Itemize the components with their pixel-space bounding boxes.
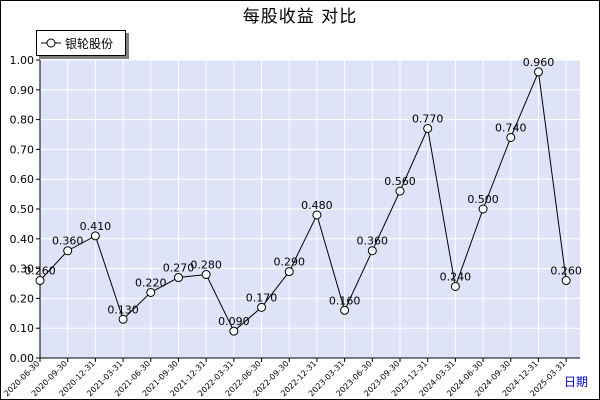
y-tick-label: 0.50	[10, 203, 35, 216]
data-label: 0.740	[495, 121, 527, 134]
data-label: 0.960	[523, 56, 555, 69]
data-label: 0.270	[163, 262, 195, 275]
data-point	[478, 204, 488, 214]
y-tick-label: 0.20	[10, 292, 35, 305]
y-tick-label: 0.40	[10, 233, 35, 246]
data-label: 0.170	[246, 291, 278, 304]
data-point	[146, 287, 156, 297]
x-tick-labels: 2020-06-302020-09-302020-12-312021-03-31…	[2, 358, 568, 398]
data-label: 0.280	[190, 259, 222, 272]
data-point	[312, 210, 322, 220]
data-label: 0.410	[80, 220, 112, 233]
data-label: 0.770	[412, 113, 444, 126]
legend-marker-icon	[41, 38, 61, 48]
data-label: 0.130	[107, 303, 139, 316]
data-label: 0.220	[135, 276, 167, 289]
data-point	[63, 246, 73, 256]
data-label: 0.160	[329, 294, 361, 307]
data-label: 0.480	[301, 199, 333, 212]
data-label: 0.260	[550, 265, 582, 278]
y-tick-label: 0.30	[10, 263, 35, 276]
y-tick-labels: 0.00 0.10 0.20 0.30 0.40 0.50 0.60 0.70 0.80 0.90…	[10, 54, 40, 365]
data-point	[201, 270, 211, 280]
data-point	[90, 231, 100, 241]
data-label: 0.090	[218, 315, 250, 328]
data-point	[118, 314, 128, 324]
chart-title: 每股收益 对比	[242, 7, 358, 27]
data-label: 0.240	[440, 270, 472, 283]
data-label: 0.360	[52, 235, 84, 248]
y-tick-label: 0.00	[10, 352, 35, 365]
y-tick-label: 0.80	[10, 114, 35, 127]
data-point	[284, 267, 294, 277]
data-point	[257, 302, 267, 312]
y-tick-label: 0.10	[10, 322, 35, 335]
data-point	[533, 67, 543, 77]
series-line	[39, 70, 567, 332]
data-point	[506, 132, 516, 142]
x-axis-name: 日期	[563, 375, 588, 389]
data-point	[340, 305, 350, 315]
data-point	[561, 276, 571, 286]
data-label: 0.360	[357, 235, 389, 248]
grid-lines	[39, 59, 580, 359]
legend: 银轮股份	[36, 30, 126, 56]
data-label: 0.260	[24, 265, 56, 278]
data-label: 0.290	[273, 256, 305, 269]
data-label: 0.500	[467, 193, 499, 206]
data-point	[35, 276, 45, 286]
data-point	[450, 281, 460, 291]
data-point	[173, 273, 183, 283]
legend-label: 银轮股份	[65, 36, 114, 51]
data-point	[423, 124, 433, 134]
data-point	[229, 326, 239, 336]
y-tick-label: 0.90	[10, 84, 35, 97]
y-tick-label: 0.60	[10, 173, 35, 186]
data-point	[367, 246, 377, 256]
data-point	[395, 186, 405, 196]
y-tick-label: 1.00	[10, 54, 35, 67]
data-label: 0.560	[384, 175, 416, 188]
y-tick-label: 0.70	[10, 143, 35, 156]
